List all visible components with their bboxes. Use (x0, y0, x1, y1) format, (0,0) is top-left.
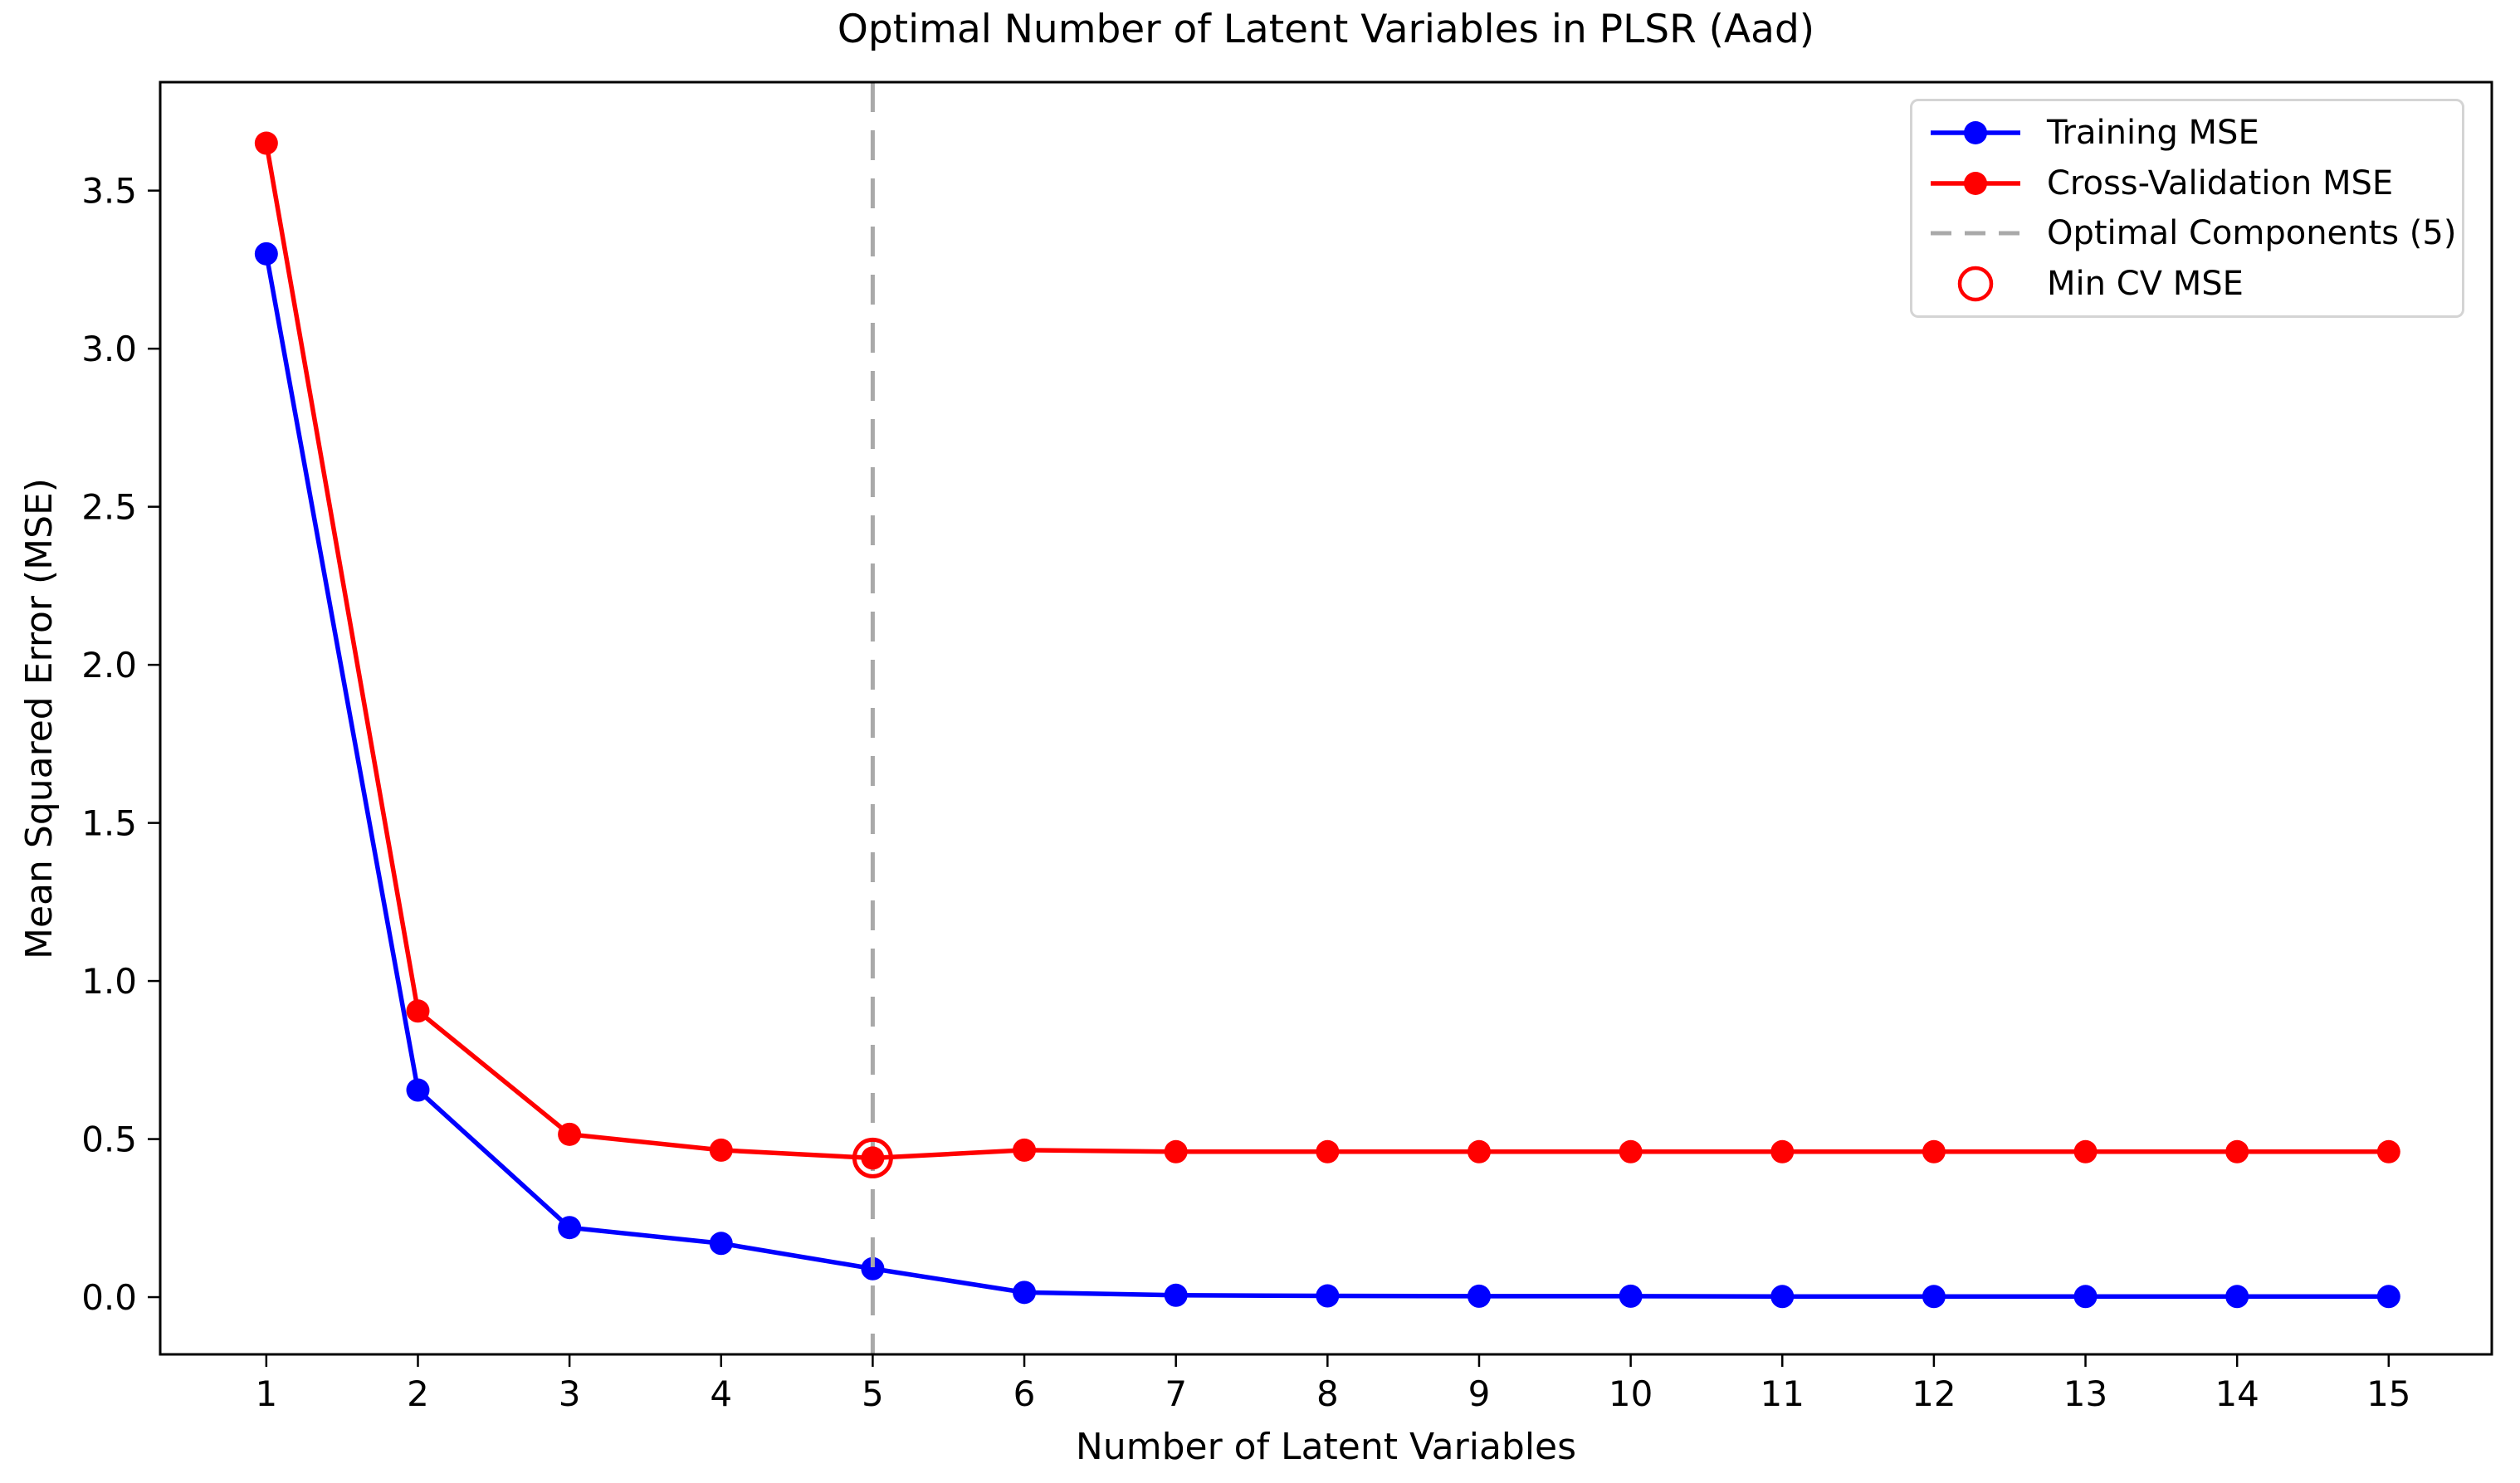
cv-mse-point (1922, 1139, 1946, 1163)
training-mse-point (1013, 1281, 1037, 1305)
y-tick-label: 2.5 (81, 487, 137, 528)
cv-mse-point (2225, 1139, 2249, 1163)
x-tick-label: 4 (710, 1373, 732, 1414)
x-axis-label: Number of Latent Variables (1075, 1426, 1577, 1468)
cv-mse-point (406, 999, 430, 1023)
x-tick-label: 3 (559, 1373, 581, 1414)
line-dot-swatch-icon (1931, 121, 2020, 145)
training-mse-point (558, 1216, 582, 1240)
y-tick-label: 0.5 (81, 1120, 137, 1160)
cv-mse-point (709, 1138, 733, 1162)
x-tick-label: 10 (1609, 1373, 1653, 1414)
x-tick-label: 6 (1013, 1373, 1036, 1414)
training-mse-point (1770, 1285, 1795, 1309)
training-mse-point (1316, 1284, 1340, 1308)
dashed-line-swatch-icon (1931, 231, 2020, 236)
y-tick-label: 1.0 (81, 961, 137, 1002)
legend-item: Cross-Validation MSE (1926, 161, 2454, 206)
x-tick-label: 9 (1468, 1373, 1491, 1414)
cv-mse-point (1619, 1139, 1643, 1163)
y-tick-label: 0.0 (81, 1277, 137, 1318)
legend: Training MSE Cross-Validation MSE Optimal … (1910, 99, 2464, 318)
training-mse-point (709, 1232, 733, 1256)
legend-label: Optimal Components (5) (2047, 214, 2457, 253)
cv-mse-point (1316, 1139, 1340, 1163)
cv-mse-point (861, 1146, 885, 1170)
y-tick-label: 3.0 (81, 329, 137, 369)
training-mse-point (2376, 1285, 2400, 1309)
chart-title: Optimal Number of Latent Variables in PL… (837, 7, 1815, 52)
training-mse-point (1164, 1283, 1188, 1307)
legend-label: Min CV MSE (2047, 264, 2244, 303)
legend-item: Min CV MSE (1926, 261, 2454, 306)
x-tick-label: 8 (1316, 1373, 1339, 1414)
legend-item: Optimal Components (5) (1926, 211, 2457, 256)
line-dot-swatch-icon (1931, 171, 2020, 195)
x-tick-label: 2 (407, 1373, 429, 1414)
y-tick-label: 3.5 (81, 171, 137, 212)
training-mse-point (861, 1256, 885, 1281)
cv-mse-point (1013, 1138, 1037, 1162)
cv-mse-point (1164, 1139, 1188, 1163)
x-tick-label: 13 (2063, 1373, 2107, 1414)
training-mse-point (1922, 1285, 1946, 1309)
legend-label: Training MSE (2047, 114, 2259, 153)
x-tick-label: 11 (1761, 1373, 1805, 1414)
min-cv-mse-marker (852, 1137, 893, 1178)
x-tick-label: 7 (1165, 1373, 1187, 1414)
training-mse-point (2073, 1285, 2098, 1309)
x-tick-label: 12 (1912, 1373, 1956, 1414)
cv-mse-point (558, 1122, 582, 1146)
cv-mse-point (2073, 1139, 2098, 1163)
cv-mse-point (1467, 1139, 1491, 1163)
training-mse-point (1619, 1284, 1643, 1308)
cv-mse-point (1770, 1139, 1795, 1163)
training-mse-point (1467, 1284, 1491, 1308)
training-mse-point (2225, 1285, 2249, 1309)
training-mse-point (406, 1078, 430, 1102)
cv-mse-point (2376, 1139, 2400, 1163)
x-tick-label: 1 (255, 1373, 277, 1414)
legend-item: Training MSE (1926, 110, 2454, 155)
cv-mse-point (254, 131, 278, 155)
x-tick-label: 15 (2366, 1373, 2410, 1414)
y-tick-label: 1.5 (81, 803, 137, 844)
axes-frame (159, 80, 2493, 1356)
legend-label: Cross-Validation MSE (2047, 163, 2394, 202)
x-tick-label: 5 (862, 1373, 884, 1414)
training-mse-point (254, 241, 278, 266)
y-tick-label: 2.0 (81, 645, 137, 685)
open-circle-swatch-icon (1957, 266, 1994, 301)
x-tick-label: 14 (2215, 1373, 2259, 1414)
